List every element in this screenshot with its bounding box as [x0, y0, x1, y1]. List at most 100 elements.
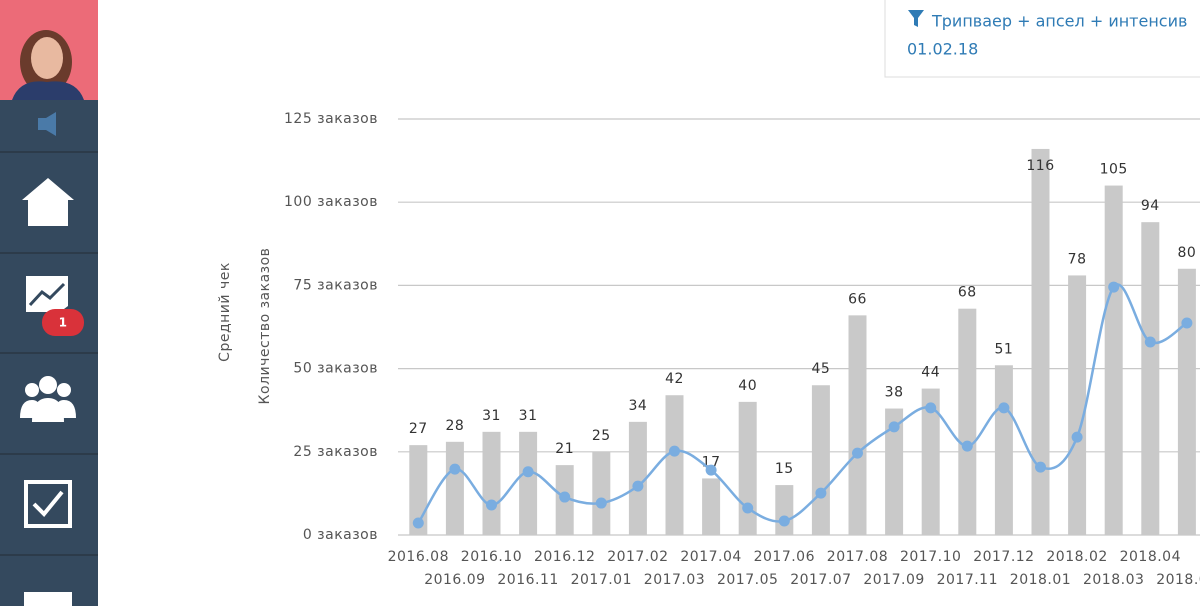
- data-label: 45: [811, 361, 830, 377]
- bar: [519, 431, 538, 535]
- x-tick-label: 2017.10: [900, 549, 961, 565]
- badge-text: 1: [59, 316, 68, 330]
- point: [559, 491, 571, 503]
- data-label: 28: [445, 418, 464, 434]
- bar: [848, 315, 867, 535]
- y-axis-title: Средний чек: [217, 262, 233, 362]
- data-label: 21: [555, 441, 574, 457]
- data-label: 66: [848, 291, 867, 307]
- data-label: 15: [775, 461, 794, 477]
- filter-panel: [884, 0, 1200, 78]
- y-tick-label: 125 заказов: [284, 111, 378, 127]
- x-tick-label: 2017.01: [571, 572, 632, 588]
- person: [56, 400, 76, 418]
- person: [25, 383, 39, 397]
- x-tick-label: 2016.09: [424, 572, 485, 588]
- mail-icon[interactable]: [24, 592, 72, 610]
- x-tick-label: 2017.11: [937, 572, 998, 588]
- data-label: 80: [1177, 245, 1196, 261]
- bar: [885, 408, 904, 535]
- avatar-face: [31, 37, 63, 79]
- x-tick-label: 2017.12: [973, 549, 1034, 565]
- x-tick-label: 2016.10: [461, 549, 522, 565]
- x-tick-label: 2017.04: [680, 549, 741, 565]
- chart: 0 заказов 25 заказов 50 заказов 75 заказов 1…: [217, 111, 1200, 588]
- filter-icon[interactable]: [908, 10, 924, 27]
- point: [632, 480, 644, 492]
- data-label: 31: [482, 408, 501, 424]
- tasks-icon[interactable]: [24, 480, 72, 528]
- bar: [482, 431, 501, 535]
- point: [888, 421, 900, 433]
- data-label: 34: [628, 398, 647, 414]
- data-label: 78: [1068, 251, 1087, 267]
- y-tick-label: 100 заказов: [284, 194, 378, 210]
- bar: [1141, 222, 1160, 535]
- data-label: 40: [738, 378, 757, 394]
- point: [1071, 431, 1083, 443]
- bar: [1104, 185, 1123, 535]
- point: [1181, 317, 1193, 329]
- people-icon[interactable]: [20, 376, 76, 422]
- data-label: 51: [994, 341, 1013, 357]
- data-label: 27: [409, 421, 428, 437]
- bar: [1031, 148, 1050, 535]
- dividers: [0, 151, 98, 556]
- bar: [702, 478, 721, 535]
- bar: [1177, 268, 1196, 535]
- point: [998, 402, 1010, 414]
- data-label: 42: [665, 371, 684, 387]
- point: [925, 402, 937, 414]
- person: [57, 383, 71, 397]
- bar: [994, 365, 1013, 535]
- x-tick-label: 2018.01: [1010, 572, 1071, 588]
- bar: [628, 421, 647, 535]
- person: [20, 400, 40, 418]
- x-tick-label: 2017.08: [827, 549, 888, 565]
- data-label: 94: [1141, 198, 1160, 214]
- filter-date: 01.02.18: [907, 40, 978, 59]
- home-icon[interactable]: [22, 178, 74, 226]
- point: [486, 499, 497, 511]
- y-tick-label: 25 заказов: [293, 444, 378, 460]
- point: [449, 463, 461, 475]
- sidebar: 1: [0, 0, 98, 610]
- person: [39, 376, 57, 394]
- point: [595, 497, 607, 509]
- point: [778, 515, 790, 527]
- point: [742, 502, 754, 514]
- bar: [1068, 275, 1087, 535]
- x-tick-label: 2016.08: [388, 549, 449, 565]
- point: [412, 517, 424, 529]
- bar: [738, 401, 757, 535]
- bar: [775, 485, 794, 535]
- data-label: 38: [885, 385, 904, 401]
- badge: [42, 309, 84, 336]
- person: [32, 398, 64, 422]
- data-label: 68: [958, 285, 977, 301]
- bar: [445, 441, 464, 535]
- bar: [592, 451, 611, 535]
- speaker-icon[interactable]: [38, 112, 56, 136]
- x-tick-label: 2017.02: [607, 549, 668, 565]
- data-label: 31: [519, 408, 538, 424]
- avatar-body: [12, 81, 84, 100]
- x-tick-label: 2018.04: [1120, 549, 1181, 565]
- data-label: 105: [1100, 162, 1128, 178]
- x-tick-label: 2017.06: [754, 549, 815, 565]
- tasks-check: [32, 490, 64, 517]
- point: [669, 445, 680, 457]
- x-tick-label: 2018.03: [1083, 572, 1144, 588]
- x-tick-label: 2018.02: [1046, 549, 1107, 565]
- point: [815, 487, 827, 499]
- data-label: 116: [1026, 158, 1054, 174]
- filter-box: Трипваер + апсел + интенсив 01.02.18: [884, 0, 1200, 78]
- filter-title[interactable]: Трипваер + апсел + интенсив: [931, 12, 1187, 31]
- bar: [665, 395, 684, 535]
- bar: [958, 308, 977, 535]
- y-tick-label: 0 заказов: [303, 527, 378, 543]
- x-tick-label: 2016.12: [534, 549, 595, 565]
- x-tick-label: 2017.07: [790, 572, 851, 588]
- point: [852, 447, 863, 459]
